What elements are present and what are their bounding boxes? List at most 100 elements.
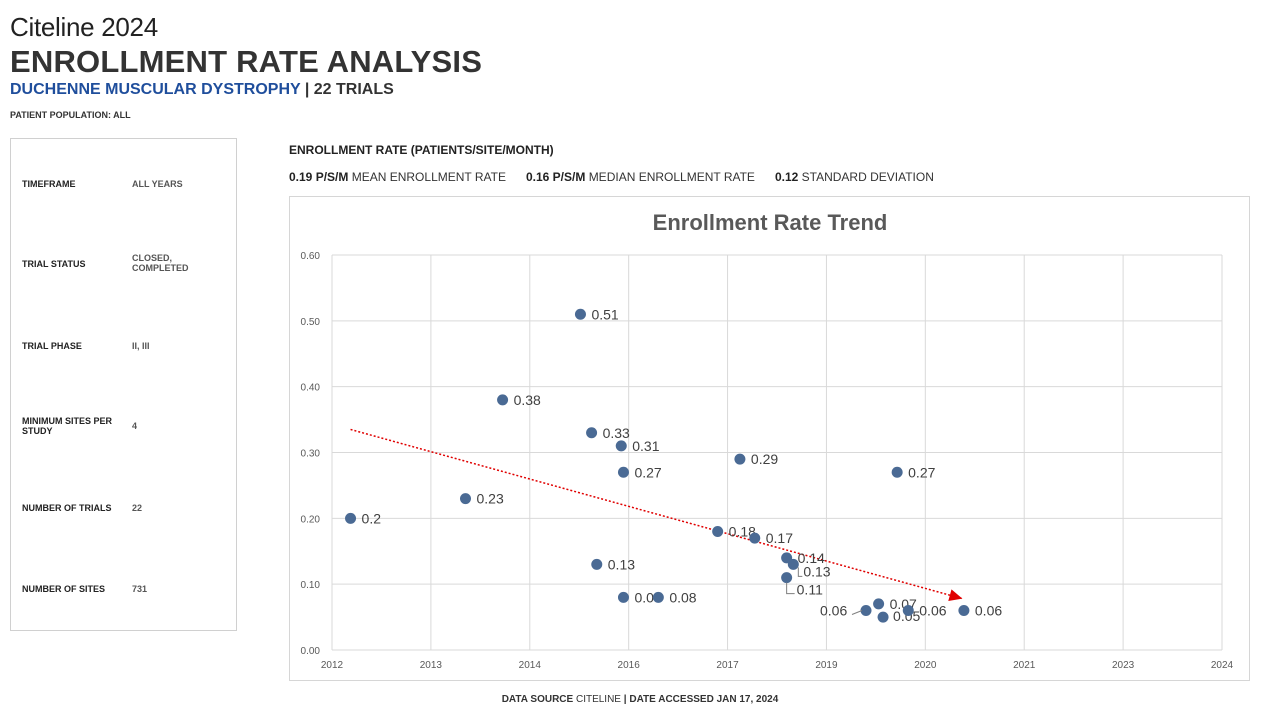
data-point bbox=[860, 605, 872, 616]
trendline-arrowhead bbox=[948, 589, 963, 601]
trial-count: 22 TRIALS bbox=[313, 81, 394, 98]
data-label: 0.13 bbox=[608, 556, 635, 572]
data-point bbox=[574, 308, 586, 320]
page-subtitle: DUCHENNE MUSCULAR DYSTROPHY | 22 TRIALS bbox=[10, 81, 394, 99]
x-tick-label: 2017 bbox=[716, 660, 739, 671]
sd-label: STANDARD DEVIATION bbox=[801, 170, 934, 184]
data-label-leader bbox=[851, 610, 863, 615]
sd-stat: 0.12 STANDARD DEVIATION bbox=[775, 170, 934, 184]
data-label: 0.06 bbox=[919, 603, 946, 619]
scatter-chart: Enrollment Rate Trend 0.00 0.10 0.20 0.30 0.… bbox=[301, 210, 1234, 671]
filter-label: MINIMUM SITES PER STUDY bbox=[22, 416, 113, 436]
subtitle-separator: | bbox=[300, 81, 314, 98]
data-label: 0.23 bbox=[477, 491, 504, 507]
filter-label: NUMBER OF TRIALS bbox=[22, 503, 112, 513]
data-point bbox=[712, 526, 724, 537]
y-tick-label: 0.40 bbox=[301, 383, 321, 394]
filter-row-number-of-trials: NUMBER OF TRIALS 22 bbox=[22, 503, 228, 513]
data-label: 0.51 bbox=[591, 306, 618, 322]
median-stat: 0.16 P/S/M MEDIAN ENROLLMENT RATE bbox=[526, 170, 755, 184]
data-point bbox=[345, 512, 357, 524]
patient-population: PATIENT POPULATION: ALL bbox=[10, 110, 131, 120]
accessed-label: DATE ACCESSED bbox=[629, 694, 714, 705]
source-value: CITELINE bbox=[575, 694, 621, 705]
filter-row-minimum-sites: MINIMUM SITES PER STUDY 4 bbox=[22, 416, 228, 436]
source-label: DATA SOURCE bbox=[501, 694, 574, 705]
data-point bbox=[958, 605, 970, 616]
brand-name: Citeline 2024 bbox=[10, 12, 158, 42]
data-point bbox=[586, 427, 598, 439]
filter-row-trial-status: TRIAL STATUS CLOSED, COMPLETED bbox=[22, 253, 228, 273]
data-label: 0.06 bbox=[820, 603, 847, 619]
data-point bbox=[734, 453, 746, 465]
filter-panel: TIMEFRAME ALL YEARS TRIAL STATUS CLOSED,… bbox=[10, 138, 237, 631]
data-label: 0.33 bbox=[603, 425, 630, 441]
y-tick-label: 0.60 bbox=[301, 251, 321, 262]
data-point bbox=[652, 591, 664, 603]
data-point bbox=[891, 466, 903, 478]
x-tick-label: 2016 bbox=[618, 660, 641, 671]
filter-row-number-of-sites: NUMBER OF SITES 731 bbox=[22, 584, 228, 594]
data-label: 0.27 bbox=[634, 464, 661, 480]
filter-value: ALL YEARS bbox=[132, 179, 183, 189]
y-tick-label: 0.10 bbox=[301, 580, 321, 591]
data-point bbox=[615, 440, 627, 452]
data-point bbox=[497, 394, 509, 406]
chart-container: Enrollment Rate Trend 0.00 0.10 0.20 0.30 0.… bbox=[289, 196, 1250, 681]
data-label: 0.14 bbox=[798, 550, 825, 566]
y-tick-label: 0.30 bbox=[301, 449, 321, 460]
x-tick-label: 2019 bbox=[815, 660, 838, 671]
filter-value: CLOSED, COMPLETED bbox=[132, 253, 189, 273]
chart-title: Enrollment Rate Trend bbox=[653, 210, 888, 235]
y-tick-label: 0.00 bbox=[301, 646, 321, 657]
disease-name: DUCHENNE MUSCULAR DYSTROPHY bbox=[10, 81, 301, 98]
x-tick-label: 2024 bbox=[1211, 660, 1234, 671]
data-label: 0.31 bbox=[632, 438, 659, 454]
data-label: 0.27 bbox=[908, 464, 935, 480]
filter-value: 22 bbox=[132, 503, 143, 513]
data-label: 0.06 bbox=[975, 603, 1002, 619]
x-tick-label: 2023 bbox=[1112, 660, 1135, 671]
data-label: 0.11 bbox=[797, 582, 823, 598]
data-label: 0.05 bbox=[893, 608, 920, 624]
mean-label: MEAN ENROLLMENT RATE bbox=[351, 170, 506, 184]
stats-heading: ENROLLMENT RATE (PATIENTS/SITE/MONTH) bbox=[289, 143, 554, 157]
stats-summary: 0.19 P/S/M MEAN ENROLLMENT RATE 0.16 P/S… bbox=[289, 170, 934, 184]
filter-value: 731 bbox=[132, 584, 148, 594]
median-value: 0.16 P/S/M bbox=[525, 170, 586, 184]
accessed-value: JAN 17, 2024 bbox=[716, 694, 779, 705]
data-point bbox=[617, 466, 629, 478]
data-label: 0.2 bbox=[362, 510, 382, 526]
sd-value: 0.12 bbox=[774, 170, 799, 184]
footer: DATA SOURCE CITELINE | DATE ACCESSED JAN… bbox=[501, 694, 779, 705]
x-tick-label: 2013 bbox=[420, 660, 443, 671]
page-title: ENROLLMENT RATE ANALYSIS bbox=[10, 44, 483, 79]
data-point bbox=[787, 558, 799, 570]
filter-label: TIMEFRAME bbox=[22, 179, 76, 189]
data-label: 0.13 bbox=[803, 563, 830, 579]
data-label: 0.08 bbox=[669, 589, 696, 605]
filter-label: TRIAL STATUS bbox=[22, 259, 86, 269]
trendline bbox=[350, 428, 963, 600]
data-point bbox=[902, 605, 914, 616]
x-tick-label: 2020 bbox=[914, 660, 937, 671]
data-point bbox=[460, 493, 471, 505]
median-label: MEDIAN ENROLLMENT RATE bbox=[588, 170, 755, 184]
data-label-leader bbox=[797, 567, 803, 577]
data-point bbox=[877, 611, 889, 623]
y-tick-label: 0.50 bbox=[301, 317, 321, 328]
data-label: 0.38 bbox=[514, 392, 541, 408]
x-tick-label: 2014 bbox=[519, 660, 542, 671]
data-point bbox=[873, 598, 885, 610]
y-tick-label: 0.20 bbox=[301, 514, 321, 525]
data-label: 0.29 bbox=[751, 451, 778, 467]
data-label-leader bbox=[786, 582, 795, 595]
data-label: 0.17 bbox=[766, 530, 793, 546]
data-label: 0.18 bbox=[729, 524, 756, 540]
data-point bbox=[617, 591, 629, 603]
filter-row-timeframe: TIMEFRAME ALL YEARS bbox=[22, 179, 228, 189]
filter-value: 4 bbox=[132, 421, 138, 431]
x-tick-label: 2012 bbox=[321, 660, 344, 671]
mean-stat: 0.19 P/S/M MEAN ENROLLMENT RATE bbox=[289, 170, 506, 184]
data-point bbox=[591, 558, 603, 570]
